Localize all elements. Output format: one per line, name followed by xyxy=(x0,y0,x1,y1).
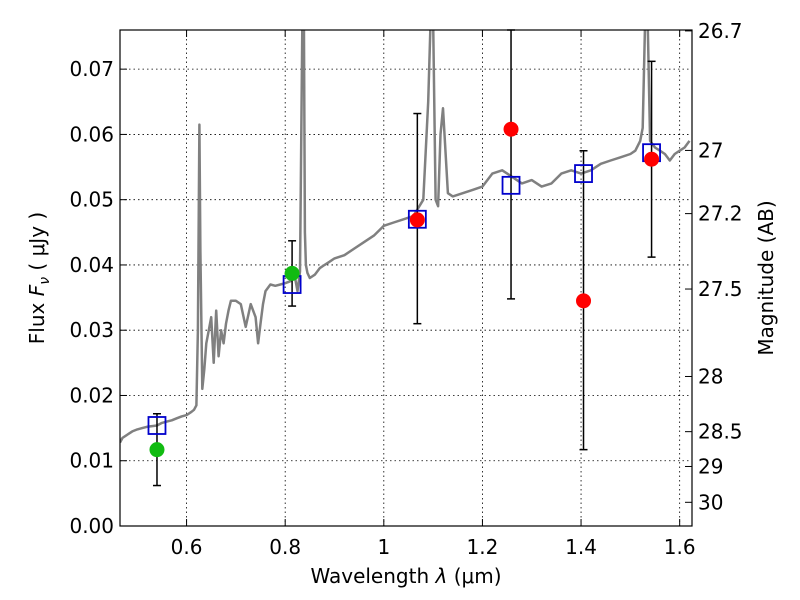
axis-ticks: 0.6 0.8 1 1.2 1.4 1.6 0.00 0.01 0.02 0.03 0.04 0.05… xyxy=(69,19,742,559)
x-tick-label: 1.6 xyxy=(664,535,696,559)
x-axis-label: Wavelength λ (μm) xyxy=(310,564,501,588)
spectrum-line xyxy=(120,30,691,444)
green-point xyxy=(284,265,300,281)
y-tick-label: 0.01 xyxy=(69,449,114,473)
x-tick-label: 1 xyxy=(377,535,390,559)
right-tick-label: 28.5 xyxy=(698,420,743,444)
x-tick-label: 0.8 xyxy=(269,535,301,559)
square-marker xyxy=(147,416,167,435)
right-tick-label: 29 xyxy=(698,454,723,478)
right-tick-label: 27.5 xyxy=(698,277,743,301)
y-tick-label: 0.03 xyxy=(69,318,114,342)
plot-frame xyxy=(119,29,693,527)
square-marker xyxy=(574,164,593,183)
y-tick-label: 0.05 xyxy=(69,188,114,212)
y-tick-label: 0.02 xyxy=(69,383,114,407)
right-tick-label: 28 xyxy=(698,364,723,388)
grid xyxy=(120,30,692,527)
y-axis-label: Flux Fν ( μJy ) xyxy=(25,212,53,344)
x-tick-label: 1.2 xyxy=(467,535,499,559)
y-tick-label: 0.04 xyxy=(69,253,114,277)
square-marker xyxy=(501,175,521,195)
x-tick-label: 1.4 xyxy=(565,535,597,559)
right-tick-label: 27 xyxy=(698,138,723,162)
y-tick-label: 0.00 xyxy=(69,514,114,538)
model-spectrum xyxy=(120,30,691,444)
y-tick-label: 0.07 xyxy=(69,57,114,81)
square-marker xyxy=(407,209,427,229)
y-tick-label: 0.06 xyxy=(69,122,114,146)
x-tick-label: 0.6 xyxy=(171,535,203,559)
red-point xyxy=(503,121,519,137)
right-tick-label: 26.7 xyxy=(698,19,743,43)
red-point xyxy=(409,212,425,228)
right-tick-label: 30 xyxy=(698,490,723,514)
error-bars xyxy=(152,29,656,487)
red-point xyxy=(644,151,660,167)
right-tick-label: 27.2 xyxy=(698,202,743,226)
data-points xyxy=(147,121,661,458)
green-point xyxy=(149,442,165,458)
red-point xyxy=(576,293,592,309)
right-axis-label: Magnitude (AB) xyxy=(754,200,778,355)
